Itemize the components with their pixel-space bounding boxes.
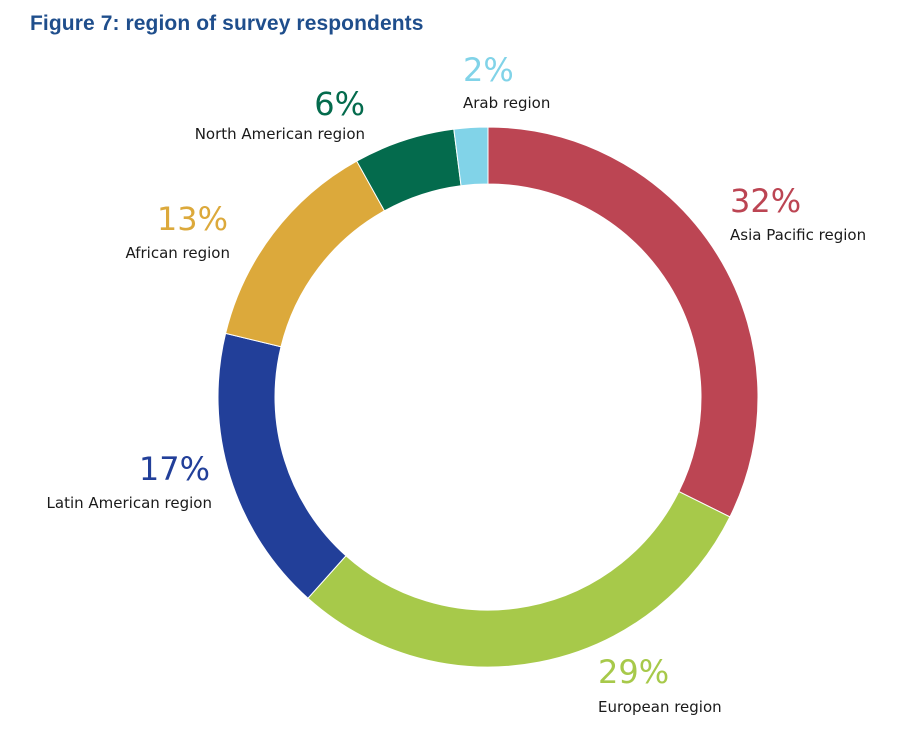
- slice-arab-region: [453, 126, 489, 187]
- data-label-arab-region: 2%: [463, 51, 514, 89]
- data-label-asia-pacific-region: 32%: [730, 182, 801, 220]
- chart-title: Figure 7: region of survey respondents: [30, 12, 424, 35]
- data-label-european-region: 29%: [598, 653, 669, 691]
- category-label-latin-american-region: Latin American region: [47, 494, 212, 512]
- category-label-african-region: African region: [126, 244, 231, 262]
- category-label-north-american-region: North American region: [195, 125, 365, 143]
- category-label-european-region: European region: [598, 698, 722, 716]
- data-label-african-region: 13%: [157, 200, 228, 238]
- category-label-asia-pacific-region: Asia Pacific region: [730, 226, 866, 244]
- slice-latin-american-region: [217, 332, 347, 599]
- slice-asia-pacific-region: [487, 126, 759, 518]
- data-label-latin-american-region: 17%: [139, 450, 210, 488]
- slice-african-region: [225, 160, 386, 348]
- data-label-north-american-region: 6%: [314, 85, 365, 123]
- slice-european-region: [307, 490, 731, 668]
- category-label-arab-region: Arab region: [463, 94, 550, 112]
